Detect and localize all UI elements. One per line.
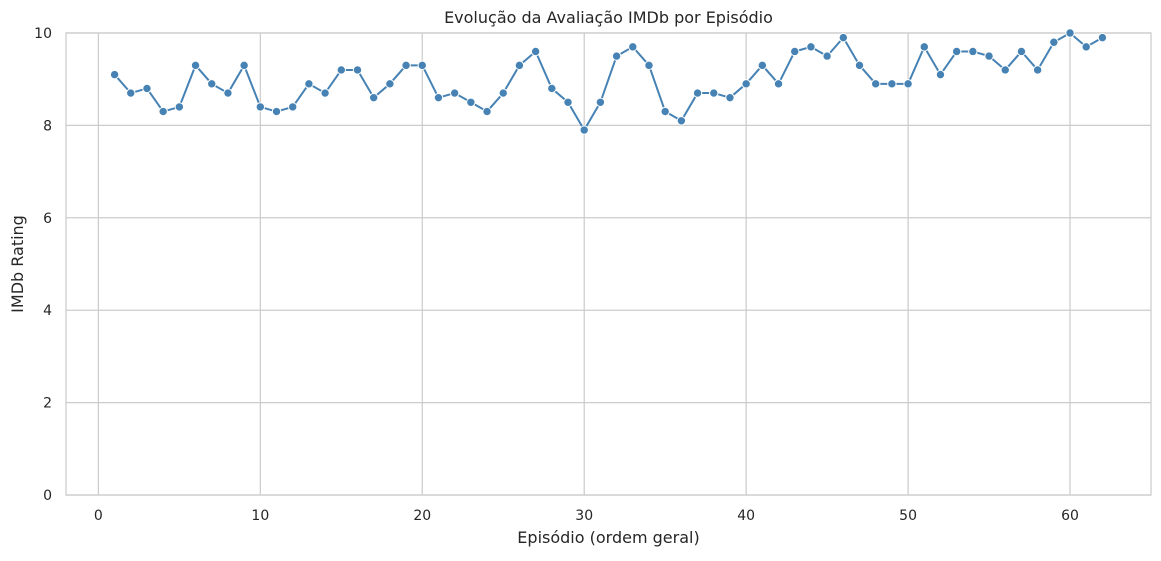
y-tick-labels: 0 2 4 6 8 10 [34, 26, 52, 504]
data-point [660, 106, 670, 117]
y-tick-label: 4 [43, 303, 52, 319]
data-point [790, 46, 800, 57]
data-point [142, 83, 152, 94]
data-point [676, 116, 687, 126]
data-point [368, 92, 379, 103]
data-point [449, 88, 460, 98]
data-point [320, 88, 330, 98]
data-point [401, 60, 411, 71]
data-point [288, 102, 298, 112]
data-point [919, 42, 929, 52]
data-point [336, 65, 346, 75]
data-point [1016, 46, 1027, 57]
data-point [271, 106, 282, 117]
x-tick-label: 60 [1061, 508, 1079, 524]
data-point [1065, 28, 1075, 38]
data-point [741, 79, 751, 89]
y-tick-label: 8 [43, 118, 52, 134]
x-tick-label: 40 [737, 508, 755, 524]
data-point [158, 106, 168, 117]
data-point [806, 42, 816, 52]
data-point [644, 60, 654, 71]
data-point [207, 79, 217, 89]
y-tick-label: 0 [43, 488, 52, 504]
data-point [951, 46, 962, 57]
data-point [514, 60, 525, 71]
grid [66, 32, 1151, 496]
data-point [838, 32, 849, 43]
data-point [190, 60, 201, 71]
data-point [709, 88, 719, 98]
data-point [255, 102, 266, 112]
series-layer [109, 28, 1108, 135]
data-point [887, 79, 897, 89]
data-point [903, 79, 913, 89]
data-point [854, 60, 865, 71]
data-point [595, 97, 606, 108]
data-point [417, 60, 427, 71]
data-point [466, 97, 476, 108]
data-point [984, 51, 994, 61]
x-tick-labels: 0 10 20 30 40 50 60 [94, 508, 1079, 524]
data-point [530, 46, 541, 57]
data-point [773, 79, 784, 89]
plot-frame [65, 32, 1152, 496]
data-point [935, 69, 946, 80]
x-tick-label: 50 [899, 508, 917, 524]
data-point [304, 79, 314, 89]
data-point [385, 79, 395, 89]
data-point [822, 51, 832, 61]
x-tick-label: 30 [575, 508, 593, 524]
data-point [547, 83, 557, 94]
data-point [757, 60, 768, 71]
x-tick-label: 10 [251, 508, 269, 524]
y-tick-label: 10 [34, 26, 52, 42]
data-point [725, 92, 735, 103]
data-point [968, 46, 978, 57]
data-point [482, 106, 492, 117]
x-axis-title: Episódio (ordem geral) [517, 528, 699, 547]
data-point [628, 42, 638, 52]
data-point [1032, 65, 1043, 75]
data-point [1049, 37, 1059, 47]
x-tick-label: 20 [413, 508, 431, 524]
data-point [871, 79, 881, 89]
data-point [692, 88, 703, 98]
data-point [239, 60, 249, 71]
data-point [1097, 32, 1108, 43]
data-point [126, 88, 136, 98]
x-tick-label: 0 [94, 508, 103, 524]
data-point [352, 65, 363, 75]
data-point [174, 102, 185, 112]
data-point [498, 88, 508, 98]
y-tick-label: 6 [43, 211, 52, 227]
data-point [223, 88, 233, 98]
data-point [1000, 65, 1010, 75]
data-point [109, 69, 120, 80]
data-point [433, 92, 444, 103]
y-tick-label: 2 [43, 396, 52, 412]
data-point [611, 51, 622, 61]
data-point [1081, 42, 1091, 52]
data-point [563, 97, 573, 108]
chart-title: Evolução da Avaliação IMDb por Episódio [444, 8, 773, 27]
y-axis-title: IMDb Rating [8, 215, 27, 313]
data-point [579, 125, 589, 135]
